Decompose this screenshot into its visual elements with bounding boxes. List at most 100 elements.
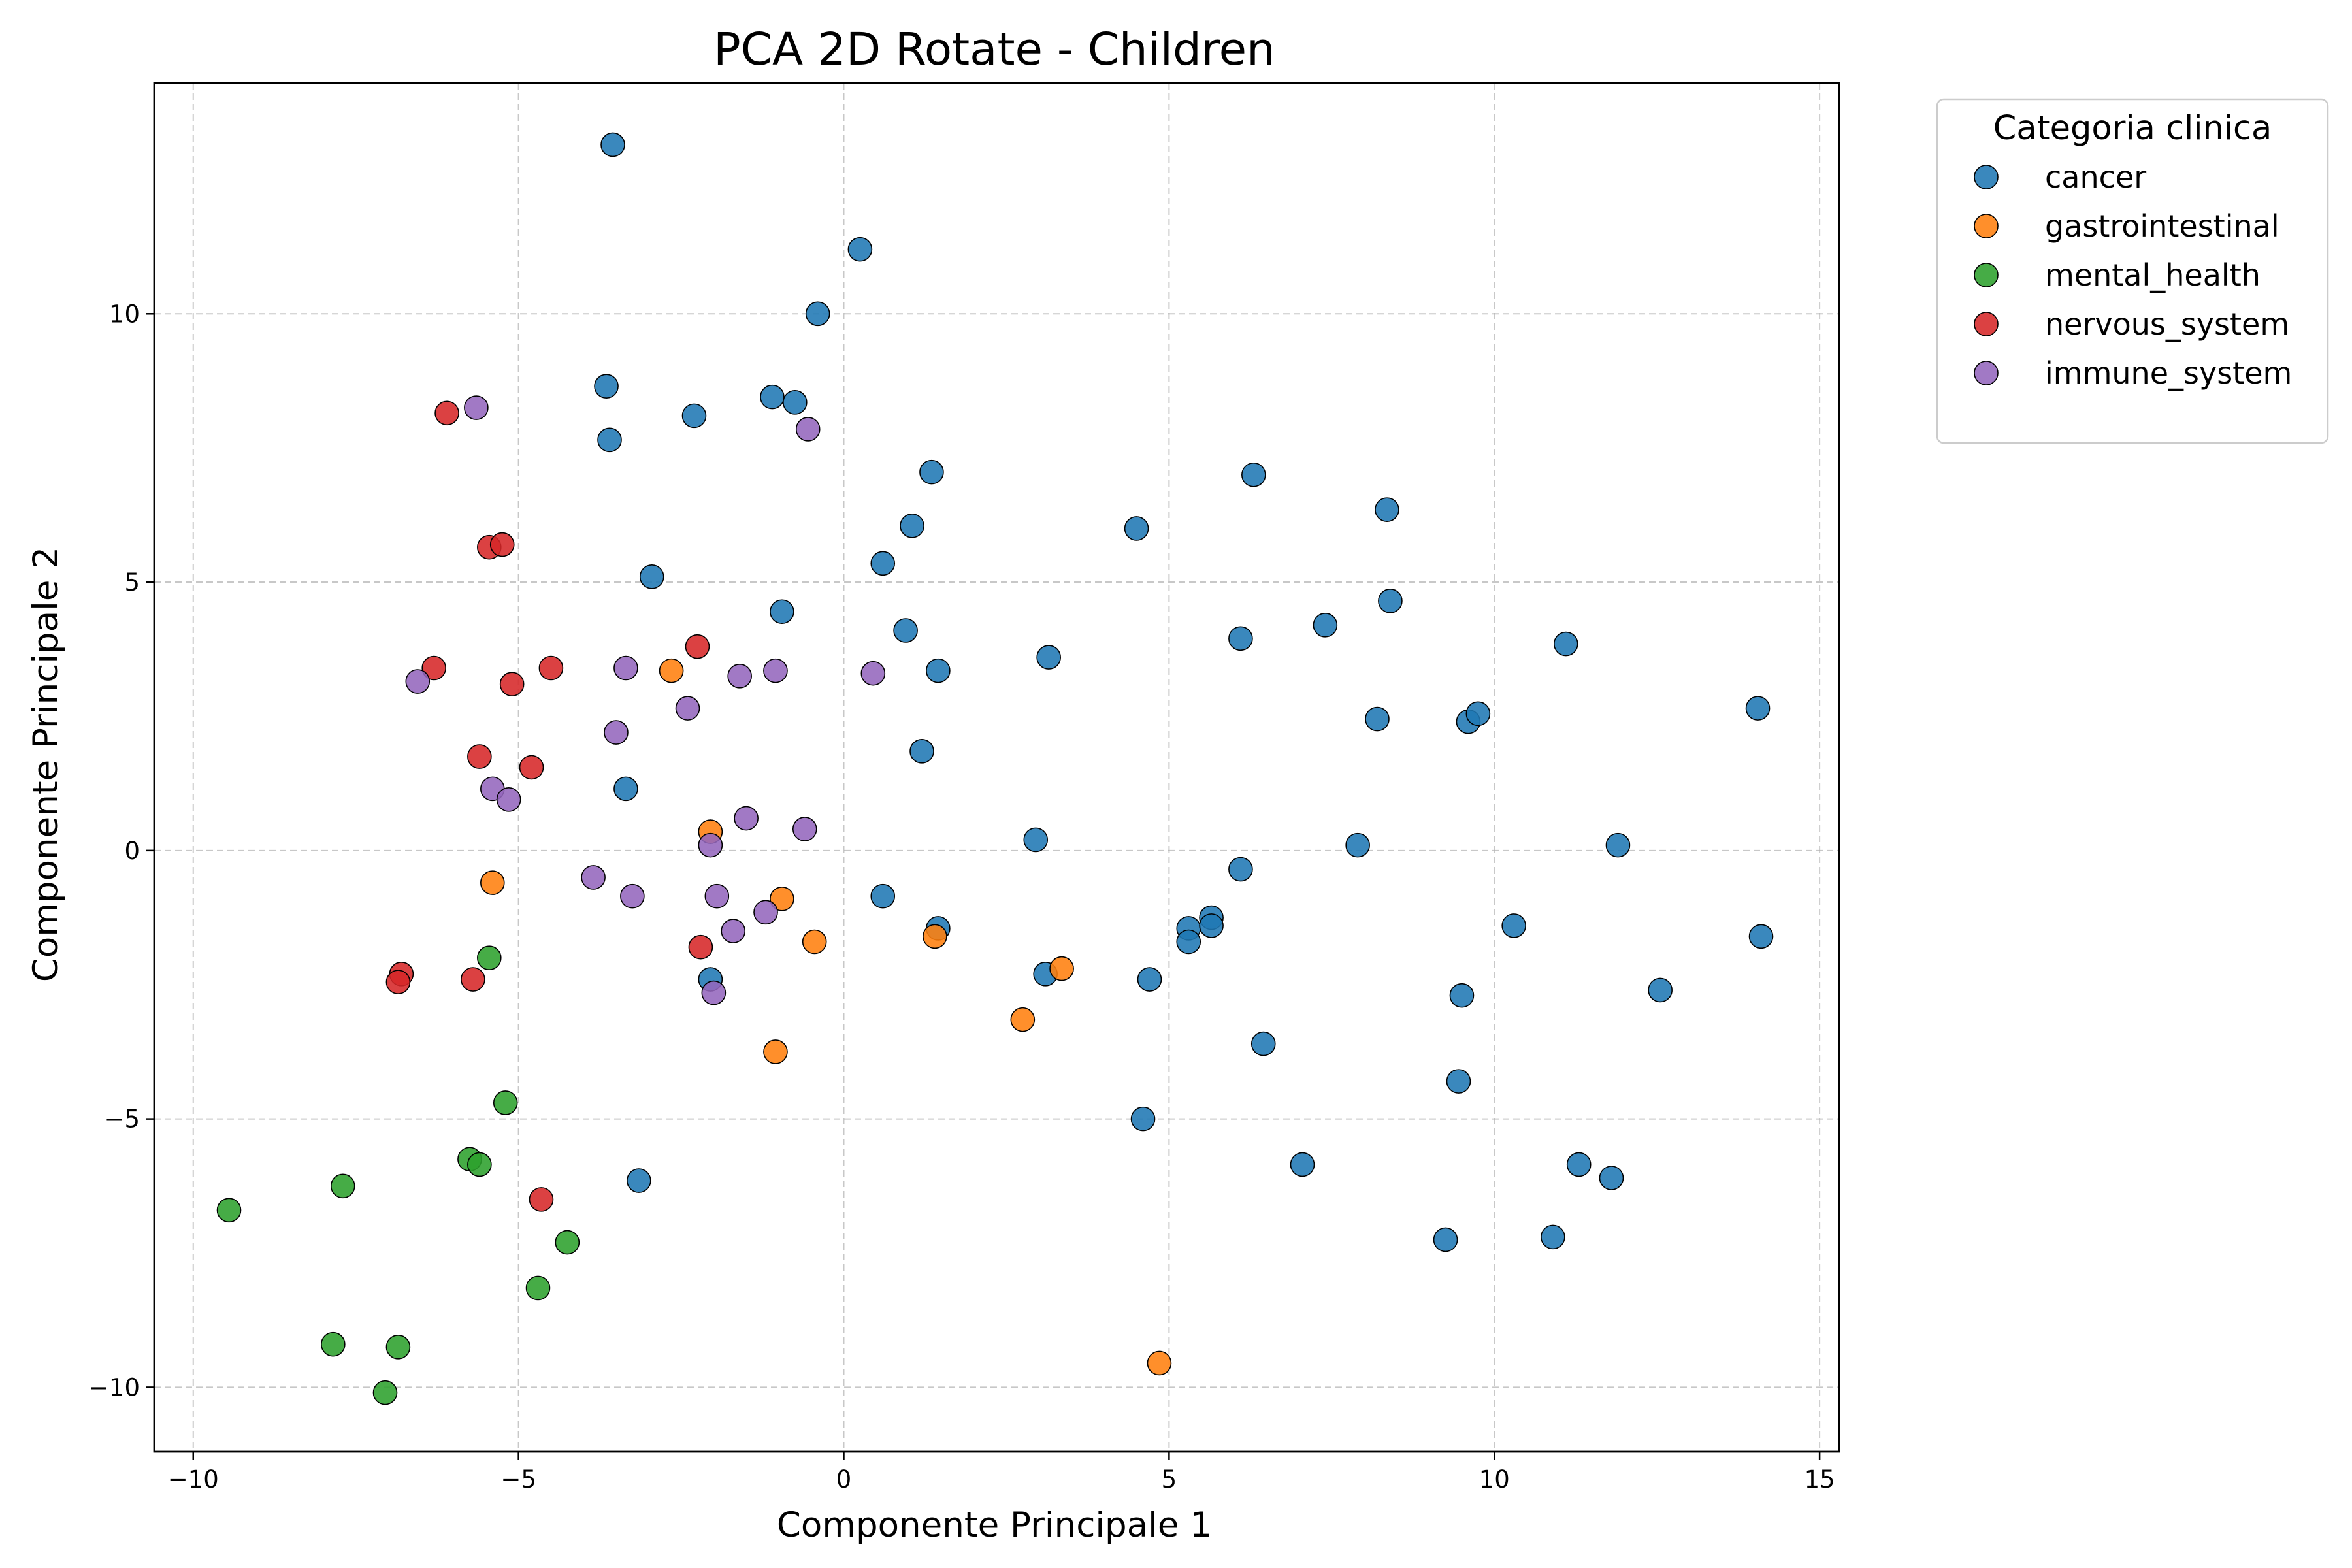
data-point-nervous_system (461, 967, 485, 992)
series-gastrointestinal (480, 658, 1172, 1376)
legend-marker-nervous_system (1974, 312, 1999, 336)
data-point-cancer (1446, 1069, 1471, 1094)
legend-marker-gastrointestinal (1974, 214, 1999, 238)
data-point-immune_system (496, 787, 521, 812)
legend-label-gastrointestinal: gastrointestinal (2045, 208, 2279, 244)
data-point-nervous_system (499, 672, 525, 696)
data-point-cancer (1433, 1227, 1458, 1252)
data-point-cancer (1553, 631, 1578, 657)
y-tick-label: 0 (124, 837, 140, 865)
chart-title: PCA 2D Rotate - Children (713, 24, 1275, 76)
data-point-cancer (1378, 589, 1403, 613)
data-point-immune_system (613, 655, 638, 681)
data-point-cancer (893, 618, 918, 643)
data-point-immune_system (792, 817, 817, 841)
legend-marker-cancer (1974, 165, 1999, 189)
data-point-cancer (639, 564, 664, 589)
data-point-cancer (1290, 1152, 1315, 1177)
data-point-cancer (1036, 645, 1061, 670)
data-point-gastrointestinal (1147, 1350, 1172, 1376)
data-point-immune_system (581, 865, 606, 890)
legend-frame (1936, 98, 2329, 444)
data-point-immune_system (721, 919, 746, 943)
data-point-cancer (1228, 626, 1253, 651)
data-point-cancer (770, 599, 794, 625)
legend-marker-immune_system (1974, 361, 1999, 385)
data-point-nervous_system (529, 1187, 554, 1212)
data-point-cancer (1375, 497, 1399, 522)
data-point-immune_system (704, 883, 730, 909)
data-point-mental_health (525, 1275, 551, 1301)
x-tick-label: 15 (1805, 1465, 1835, 1494)
data-point-cancer (919, 459, 944, 485)
data-point-gastrointestinal (1049, 956, 1074, 981)
data-point-mental_health (477, 945, 502, 970)
data-point-immune_system (763, 658, 788, 683)
data-point-cancer (1449, 983, 1475, 1008)
data-point-immune_system (604, 720, 629, 745)
data-point-cancer (600, 132, 625, 157)
data-point-mental_health (467, 1152, 492, 1177)
data-point-mental_health (493, 1090, 518, 1115)
legend-label-cancer: cancer (2045, 159, 2146, 195)
data-point-cancer (1124, 516, 1149, 541)
x-tick-label: 10 (1479, 1465, 1510, 1494)
data-point-nervous_system (685, 634, 710, 659)
data-point-cancer (1313, 612, 1338, 638)
data-point-gastrointestinal (802, 929, 827, 955)
data-point-nervous_system (434, 400, 459, 426)
data-point-cancer (1250, 1031, 1276, 1056)
x-tick-label: −10 (168, 1465, 219, 1494)
data-point-immune_system (701, 980, 727, 1005)
series-nervous_system (385, 400, 713, 1212)
axis-ticks: −10 −5 0 5 10 15 −10 −5 0 5 10 (89, 300, 1835, 1494)
data-point-nervous_system (538, 655, 564, 681)
data-point-immune_system (620, 883, 645, 909)
data-point-cancer (783, 390, 808, 415)
legend-items: cancer gastrointestinal mental_healthnervo… (1974, 159, 2292, 391)
data-point-cancer (1365, 706, 1390, 732)
y-tick-label: −10 (89, 1373, 140, 1401)
data-point-cancer (1345, 832, 1370, 858)
data-point-mental_health (321, 1331, 346, 1357)
data-point-cancer (909, 739, 934, 764)
data-point-cancer (1130, 1106, 1156, 1132)
gridlines (154, 83, 1839, 1452)
data-point-gastrointestinal (480, 870, 505, 895)
data-point-cancer (597, 427, 622, 453)
x-tick-label: 0 (836, 1465, 852, 1494)
legend: Categoria clinica cancer gastrointestinal… (1936, 98, 2329, 444)
legend-title: Categoria clinica (1993, 109, 2272, 148)
data-point-cancer (594, 374, 619, 399)
data-point-cancer (1745, 696, 1771, 721)
data-point-cancer (926, 658, 951, 683)
data-point-cancer (847, 237, 873, 262)
legend-label-nervous_system: nervous_system (2045, 306, 2289, 342)
y-tick-label: −5 (104, 1105, 140, 1134)
data-point-immune_system (698, 832, 723, 858)
data-point-cancer (1648, 977, 1673, 1003)
data-point-gastrointestinal (659, 658, 684, 683)
y-axis-label: Componente Principale 2 (26, 547, 66, 982)
data-point-nervous_system (519, 755, 544, 780)
legend-label-immune_system: immune_system (2045, 355, 2292, 391)
data-point-cancer (870, 883, 896, 909)
data-point-gastrointestinal (763, 1039, 788, 1064)
series-mental_health (216, 945, 580, 1405)
plot-area-frame (153, 82, 1840, 1453)
data-point-gastrointestinal (1010, 1007, 1036, 1032)
data-point-nervous_system (467, 744, 492, 769)
y-tick-label: 10 (109, 300, 140, 328)
data-point-nervous_system (688, 934, 713, 960)
data-point-mental_health (216, 1198, 242, 1223)
data-point-gastrointestinal (770, 886, 794, 911)
data-points (216, 132, 1774, 1405)
data-point-immune_system (734, 806, 759, 831)
data-point-cancer (1241, 462, 1266, 487)
legend-marker-mental_health (1974, 263, 1999, 287)
legend-label-mental_health: mental_health (2045, 257, 2261, 293)
data-point-cancer (1748, 924, 1774, 949)
data-point-immune_system (860, 661, 886, 686)
data-point-cancer (681, 403, 707, 429)
